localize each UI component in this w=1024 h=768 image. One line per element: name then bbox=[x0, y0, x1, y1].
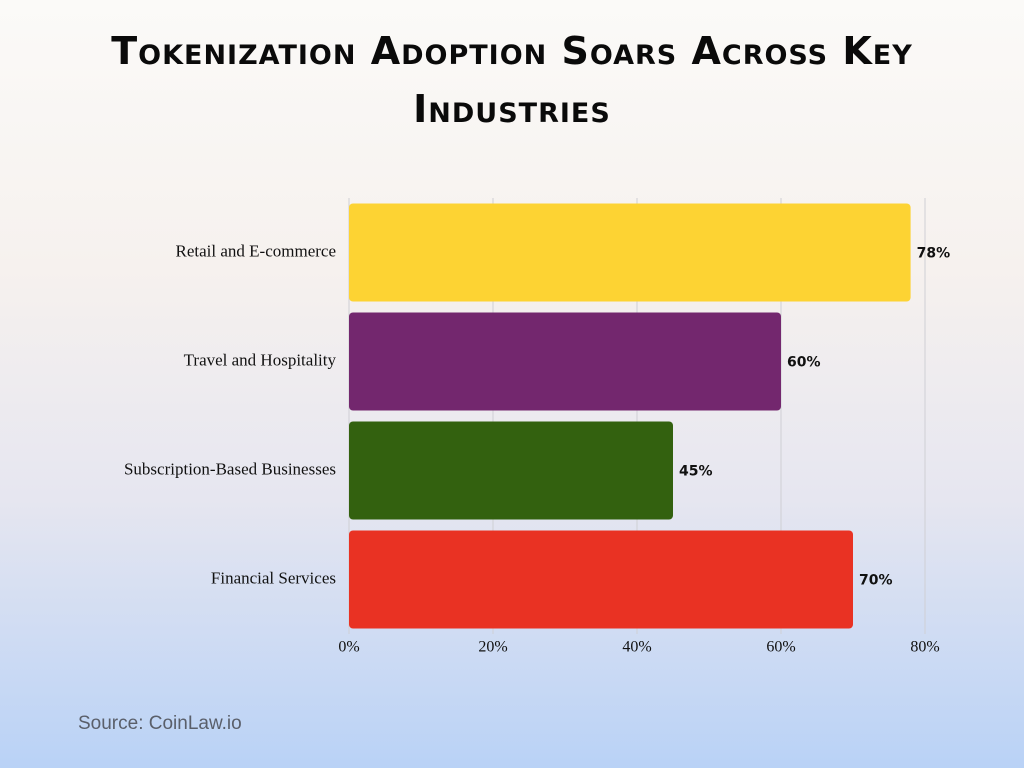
x-tick-label: 60% bbox=[766, 639, 795, 656]
bar bbox=[349, 421, 673, 520]
x-tick-label: 80% bbox=[910, 639, 939, 656]
bar bbox=[349, 312, 781, 411]
x-tick-label: 0% bbox=[338, 639, 359, 656]
source-note: Source: CoinLaw.io bbox=[78, 713, 242, 734]
category-label: Subscription-Based Businesses bbox=[124, 459, 336, 478]
value-label: 70% bbox=[859, 573, 893, 589]
value-label: 45% bbox=[679, 464, 713, 480]
value-label: 78% bbox=[917, 246, 951, 262]
bar bbox=[349, 530, 853, 629]
chart-title: Tokenization Adoption Soars Across Key I… bbox=[111, 29, 913, 131]
x-tick-label: 20% bbox=[478, 639, 507, 656]
value-label: 60% bbox=[787, 355, 821, 371]
category-label: Financial Services bbox=[211, 568, 336, 587]
category-label: Travel and Hospitality bbox=[184, 350, 337, 369]
category-label: Retail and E-commerce bbox=[176, 241, 336, 260]
bar bbox=[349, 203, 911, 302]
x-tick-label: 40% bbox=[622, 639, 651, 656]
